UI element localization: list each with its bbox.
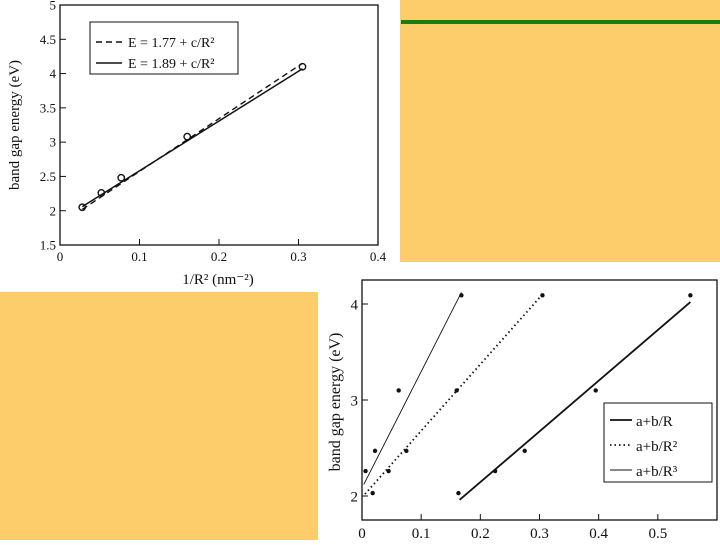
chart1-y-tick-label: 3	[50, 135, 57, 150]
chart1-x-tick-label: 0.3	[290, 249, 306, 264]
chart2-data-point	[456, 490, 461, 496]
chart2-data-point	[363, 468, 368, 474]
chart1-data-point	[97, 188, 106, 197]
chart1-x-label: 1/R² (nm⁻²)	[182, 272, 254, 288]
chart1-y-tick-label: 2.5	[40, 169, 56, 184]
chart2-y-tick-label: 4	[351, 297, 359, 313]
chart2-plot-frame	[361, 279, 718, 521]
chart1-legend: E = 1.77 + c/R² E = 1.89 + c/R²	[89, 21, 239, 75]
chart2-series-line-solid	[459, 301, 691, 501]
chart2-x-tick-label: 0	[358, 526, 366, 540]
chart1-series-line-solid	[81, 68, 303, 208]
chart2-y-tick-label: 3	[351, 393, 359, 409]
chart2-x-tick-label: 0.1	[412, 526, 431, 540]
chart2-data-point	[396, 388, 401, 393]
chart1-data-point	[183, 132, 192, 141]
chart2-x-tick-label: 0.3	[530, 526, 549, 540]
chart2-legend-label-3: a+b/R³	[636, 464, 678, 480]
chart2-x-tick-label: 0.4	[589, 526, 608, 540]
chart1-y-tick-label: 4.5	[40, 32, 56, 47]
chart1-x-tick-label: 0.1	[131, 249, 147, 264]
right-top-panel	[400, 0, 720, 262]
chart1-legend-box	[89, 21, 239, 75]
chart2-x-tick-label: 0.5	[648, 526, 667, 540]
chart1-legend-label-2: E = 1.89 + c/R²	[128, 57, 214, 72]
chart1-data-point	[298, 62, 307, 71]
chart2-data-point	[386, 468, 391, 474]
chart2-svg: 0 0.1 0.2 0.3 0.4 0.5 2 3 4 band gap energy (eV)…	[327, 279, 718, 542]
chart2-x-tick-label: 0.2	[471, 526, 490, 540]
chart1-y-tick-label: 3.5	[40, 100, 56, 115]
chart-band-gap-fits: 0 0.1 0.2 0.3 0.4 0.5 2 3 4 band gap energy (eV)…	[318, 262, 720, 542]
chart1-y-tick-label: 5	[50, 0, 57, 13]
chart1-x-tick-label: 0.4	[370, 249, 387, 264]
chart2-data-point	[404, 448, 409, 454]
chart-band-gap-vs-inverse-r2: 0 0.1 0.2 0.3 0.4 1.5 2 2.5 3 3.5 4 4.5 5 band gap e…	[0, 0, 400, 292]
chart2-legend-label-2: a+b/R²	[636, 439, 678, 455]
chart2-y-tick-label: 2	[351, 489, 359, 505]
accent-rule	[401, 20, 720, 24]
chart2-series-line-dotted	[364, 293, 544, 495]
chart2-data-point	[370, 490, 375, 496]
chart2-data-point	[372, 448, 378, 454]
chart2-data-point	[492, 468, 498, 474]
chart1-data-point	[117, 173, 126, 182]
chart1-y-tick-label: 2	[50, 203, 57, 218]
chart1-series-line-dashed	[81, 62, 303, 210]
chart2-data-point	[454, 388, 459, 393]
chart2-legend-label-1: a+b/R	[636, 414, 673, 430]
chart2-legend-box	[603, 402, 713, 483]
chart1-y-label: band gap energy (eV)	[7, 60, 23, 190]
chart1-svg: 0 0.1 0.2 0.3 0.4 1.5 2 2.5 3 3.5 4 4.5 5 band gap e…	[7, 0, 387, 288]
chart1-legend-label-1: E = 1.77 + c/R²	[128, 36, 214, 51]
chart2-y-label: band gap energy (eV)	[327, 333, 344, 472]
chart1-y-tick-label: 1.5	[40, 238, 56, 253]
chart1-x-tick-label: 0	[57, 249, 64, 264]
chart1-data-point	[78, 203, 87, 212]
chart2-data-point	[688, 293, 693, 298]
chart2-series-line-thin	[363, 292, 462, 485]
chart2-data-point	[540, 293, 545, 298]
left-bottom-panel	[0, 290, 318, 540]
chart2-data-point	[522, 448, 527, 454]
chart2-legend: a+b/R a+b/R² a+b/R³	[603, 402, 713, 483]
chart1-x-tick-label: 0.2	[211, 249, 227, 264]
chart2-data-point	[459, 293, 464, 298]
chart2-data-point	[593, 388, 598, 393]
chart1-y-tick-label: 4	[50, 66, 57, 81]
